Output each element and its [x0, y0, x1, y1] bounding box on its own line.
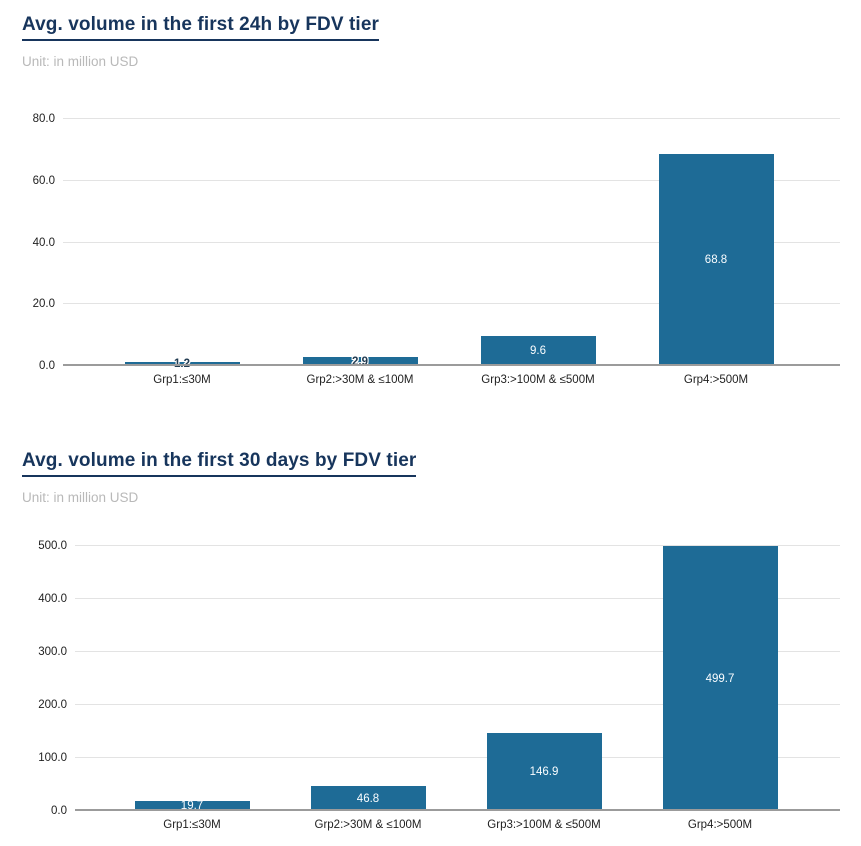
- bar-chart-24h: 0.0 20.0 40.0 60.0 80.0 1.22.9 9.6 68.8 Grp1:≤30…: [33, 113, 840, 386]
- bar: 146.9: [486, 733, 602, 811]
- y-tick-label: 100.0: [38, 752, 67, 764]
- y-gridline: [75, 704, 840, 705]
- bar-value-label: 9.6: [530, 345, 546, 358]
- x-axis-line: [75, 809, 840, 811]
- bar: 9.6: [480, 336, 596, 366]
- y-gridline: [75, 598, 840, 599]
- bars-row: 1.22.9 9.6 68.8: [93, 119, 805, 370]
- x-tick-label: Grp1:≤30M: [163, 819, 221, 831]
- y-tick-label: 0.0: [51, 805, 67, 817]
- y-tick-label: 300.0: [38, 646, 67, 658]
- x-axis-line: [63, 364, 840, 366]
- bar-value-label: 499.7: [705, 672, 735, 685]
- x-labels-row: Grp1:≤30M Grp2:>30M & ≤100M Grp3:>100M & ≤…: [93, 374, 805, 386]
- chart-subtitle-30d: Unit: in million USD: [22, 490, 139, 505]
- chart-title-30d: Avg. volume in the first 30 days by FDV …: [22, 450, 417, 477]
- x-tick-label: Grp3:>100M & ≤500M: [487, 819, 601, 831]
- y-tick-label: 80.0: [32, 113, 55, 125]
- chart-section-30d: Avg. volume in the first 30 days by FDV …: [0, 436, 861, 846]
- x-tick-label: Grp2:>30M & ≤100M: [306, 374, 414, 386]
- bar-value-label: 19.7: [180, 799, 204, 812]
- chart-subtitle-24h: Unit: in million USD: [22, 54, 139, 69]
- x-tick-label: Grp4:>500M: [687, 819, 753, 831]
- bar-band: 146.9: [456, 546, 632, 811]
- y-tick-label: 500.0: [38, 540, 67, 552]
- bar-chart-30d: 0.0 100.0 200.0 300.0 400.0 500.0 19.7 46.8 146.…: [38, 540, 840, 831]
- bar-band: 68.8: [627, 119, 805, 366]
- bar: 68.8: [658, 153, 774, 366]
- y-tick-label: 20.0: [32, 298, 55, 311]
- bar-value-label: 68.8: [704, 253, 728, 266]
- y-gridline: [75, 545, 840, 546]
- bar: 19.7: [134, 799, 250, 812]
- y-tick-label: 60.0: [32, 174, 55, 187]
- x-tick-label: Grp3:>100M & ≤500M: [481, 374, 595, 386]
- y-gridline: [63, 303, 840, 305]
- bar: 499.7: [662, 546, 778, 811]
- x-tick-label: Grp4:>500M: [683, 374, 749, 386]
- bar-band: 1.2: [93, 119, 271, 370]
- chart-title-24h: Avg. volume in the first 24h by FDV tier: [22, 14, 379, 41]
- bar-value-label: 146.9: [529, 766, 559, 779]
- x-tick-label: Grp2:>30M & ≤100M: [314, 819, 422, 831]
- bar-band: 499.7: [632, 546, 808, 811]
- bar-band: 19.7: [104, 546, 280, 812]
- y-gridline: [75, 651, 840, 652]
- y-gridline: [63, 241, 840, 243]
- x-tick-label: Grp1:≤30M: [153, 374, 211, 386]
- bar-band: 2.9: [271, 119, 449, 368]
- y-gridline: [75, 757, 840, 758]
- bar: 46.8: [310, 786, 426, 811]
- y-tick-label: 400.0: [38, 593, 67, 605]
- y-gridline: [63, 118, 840, 119]
- bars-row: 19.7 46.8 146.9 499.7: [104, 546, 808, 812]
- y-tick-label: 0.0: [39, 360, 55, 372]
- y-gridline: [63, 179, 840, 181]
- y-tick-label: 200.0: [38, 699, 67, 711]
- bar-value-label: 46.8: [356, 792, 380, 805]
- x-labels-row: Grp1:≤30M Grp2:>30M & ≤100M Grp3:>100M & ≤…: [104, 819, 808, 831]
- chart-section-24h: Avg. volume in the first 24h by FDV tier…: [22, 14, 840, 386]
- bar-band: 46.8: [280, 546, 456, 811]
- bar-band: 9.6: [449, 119, 627, 366]
- y-tick-label: 40.0: [32, 236, 55, 249]
